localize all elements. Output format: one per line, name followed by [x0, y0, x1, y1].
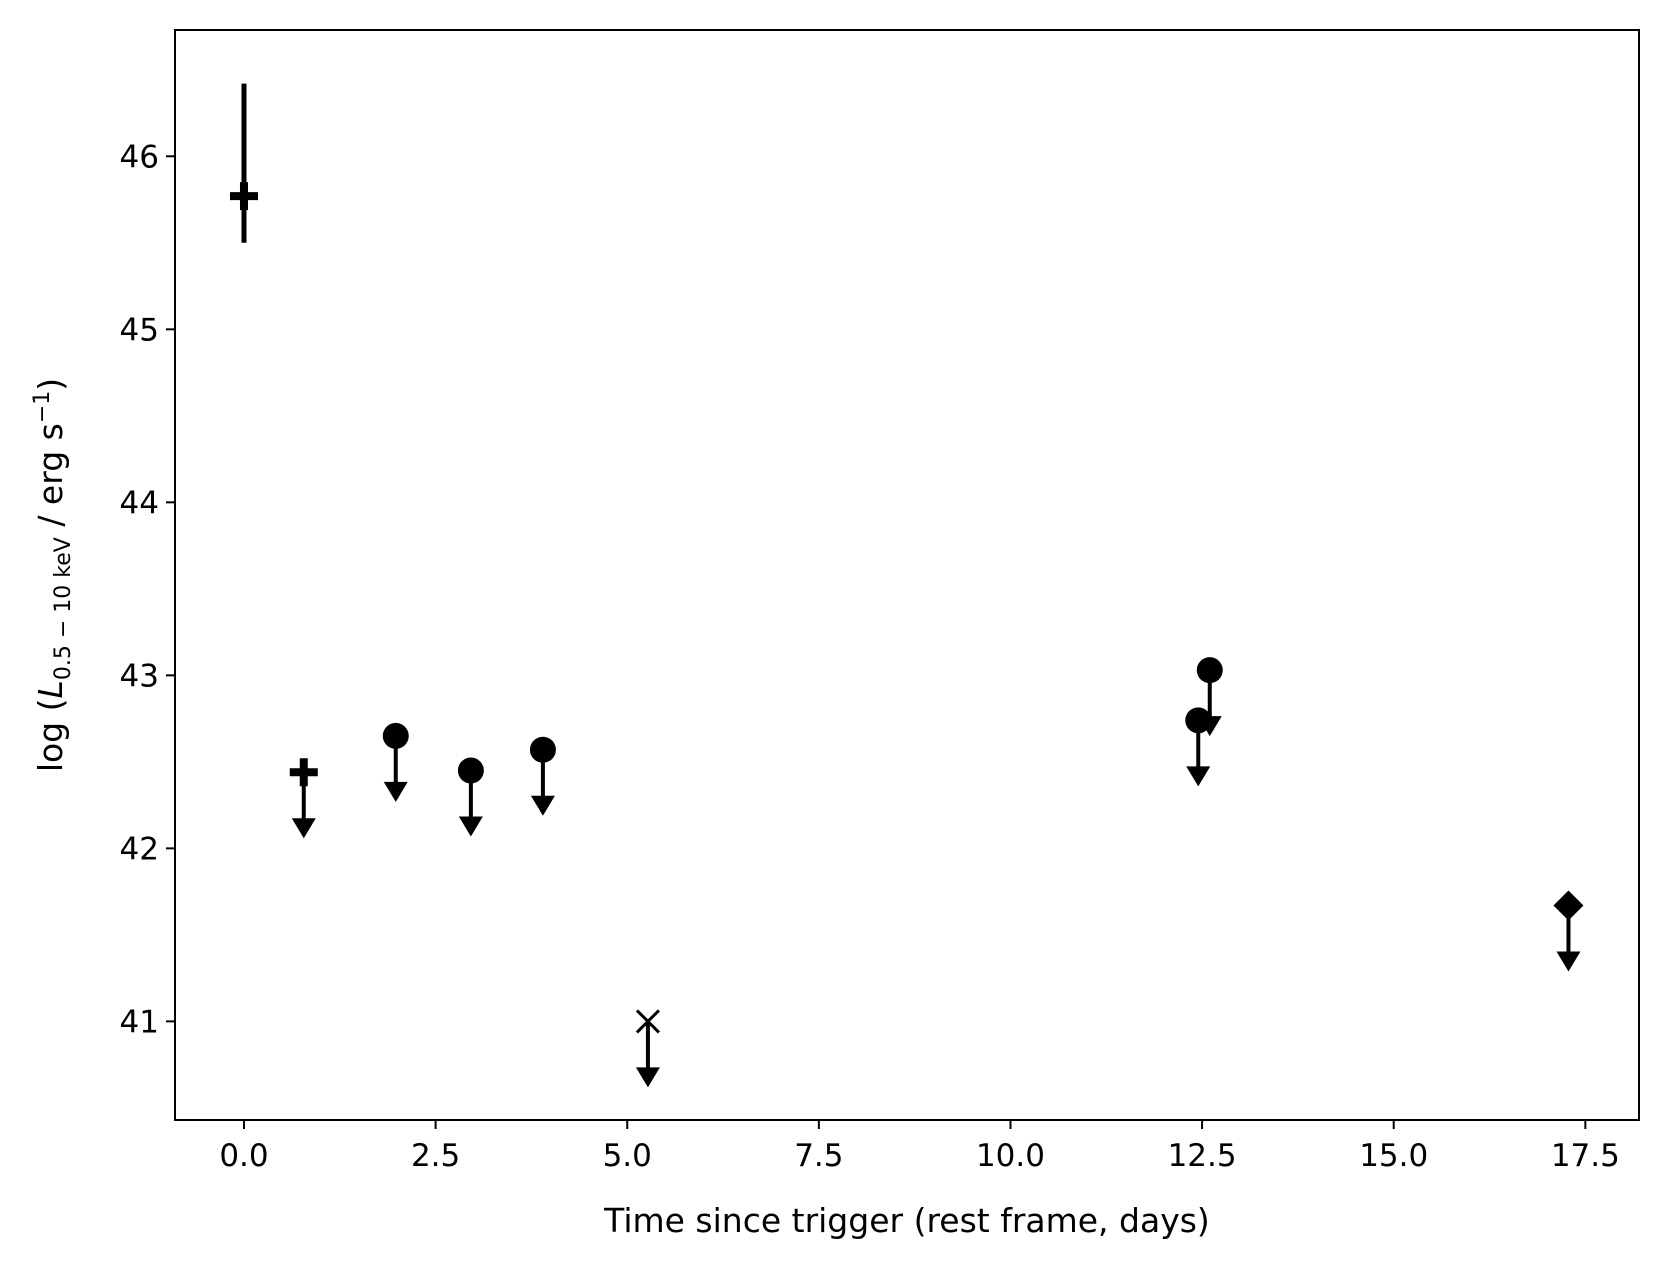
- x-tick-label: 17.5: [1551, 1138, 1620, 1174]
- upper-limit-arrowhead: [291, 818, 316, 839]
- x-marker: [635, 1009, 660, 1034]
- y-tick-label: 42: [120, 831, 159, 867]
- y-tick-label: 41: [120, 1004, 159, 1040]
- y-axis-label-subscript: 0.5 − 10 keV: [51, 537, 76, 680]
- y-axis-label-superscript: −1: [30, 391, 55, 423]
- x-tick-label: 0.0: [219, 1138, 268, 1174]
- plot-area: [174, 29, 1640, 1121]
- data-point: [382, 722, 409, 802]
- y-axis-label-symbol: L: [31, 680, 70, 698]
- x-tick-label: 15.0: [1359, 1138, 1428, 1174]
- upper-limit-arrowhead: [635, 1067, 660, 1088]
- data-point: [229, 83, 258, 243]
- upper-limit-arrowhead: [383, 781, 408, 802]
- x-tick-label: 12.5: [1168, 1138, 1237, 1174]
- x-tick-label: 5.0: [603, 1138, 652, 1174]
- upper-limit-arrowhead: [1197, 716, 1222, 737]
- data-point: [529, 736, 556, 816]
- circle-marker: [382, 722, 409, 749]
- data-points: [229, 83, 1584, 1088]
- upper-limit-arrowhead: [1556, 951, 1581, 972]
- x-tick-label: 10.0: [976, 1138, 1045, 1174]
- data-point: [1196, 657, 1223, 737]
- circle-marker: [529, 736, 556, 763]
- x-tick-label: 7.5: [794, 1138, 843, 1174]
- y-tick-label: 43: [120, 658, 159, 694]
- plus-marker: [289, 758, 318, 787]
- circle-marker: [1196, 657, 1223, 684]
- y-tick-label: 45: [120, 312, 159, 348]
- y-tick-label: 46: [120, 139, 159, 175]
- y-axis-label-suffix: ): [31, 378, 70, 391]
- y-axis-label: log (L0.5 − 10 keV / erg s−1): [30, 378, 76, 772]
- data-point: [289, 758, 318, 839]
- diamond-marker: [1553, 890, 1584, 921]
- y-axis-label-middle: / erg s: [31, 423, 70, 537]
- upper-limit-arrowhead: [458, 816, 483, 837]
- data-point: [635, 1009, 660, 1088]
- plus-marker: [229, 182, 258, 211]
- x-axis-ticks: 0.0 2.5 5.0 7.5 10.0 12.5 15.0 17.5: [219, 1120, 1620, 1174]
- y-axis-label-prefix: log (: [31, 699, 70, 773]
- upper-limit-arrowhead: [1186, 766, 1211, 787]
- data-point: [457, 757, 484, 837]
- y-tick-label: 44: [120, 485, 159, 521]
- x-axis-label: Time since trigger (rest frame, days): [603, 1201, 1210, 1240]
- data-point: [1553, 890, 1584, 972]
- y-axis-ticks: 41 42 43 44 45 46: [120, 139, 175, 1040]
- x-tick-label: 2.5: [411, 1138, 460, 1174]
- upper-limit-arrowhead: [530, 795, 555, 816]
- circle-marker: [457, 757, 484, 784]
